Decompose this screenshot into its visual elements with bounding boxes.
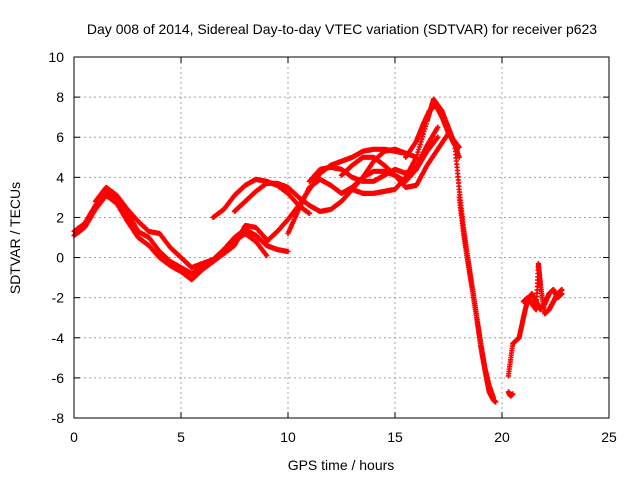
axis-ticks: 0 5 10 15 20 25 -8 -6 -4 -2 0 2 4 6 8 10 (48, 49, 617, 445)
series-arc3 (92, 184, 270, 271)
series-markers (505, 389, 516, 399)
y-tick-label: -4 (52, 330, 65, 346)
data-points (71, 96, 565, 405)
y-axis-label: SDTVAR / TECUs (7, 182, 23, 294)
series-markers (92, 184, 270, 271)
series-arc13 (505, 389, 516, 399)
plot-frame (73, 56, 610, 419)
y-tick-label: 10 (48, 49, 64, 65)
x-tick-label: 25 (601, 429, 617, 445)
y-tick-label: 0 (56, 250, 64, 266)
x-tick-label: 15 (387, 429, 403, 445)
series-arc12 (456, 194, 499, 405)
series-markers (456, 194, 499, 405)
x-tick-label: 20 (494, 429, 510, 445)
series-markers (520, 261, 565, 317)
y-tick-label: -6 (52, 370, 65, 386)
y-tick-label: 8 (56, 89, 64, 105)
y-tick-label: 4 (56, 169, 64, 185)
x-axis-label: GPS time / hours (288, 457, 395, 473)
x-tick-label: 10 (280, 429, 296, 445)
x-tick-label: 0 (70, 429, 78, 445)
series-arc9 (338, 130, 462, 190)
y-tick-label: 6 (56, 129, 64, 145)
y-tick-label: 2 (56, 209, 64, 225)
y-tick-label: -8 (52, 410, 65, 426)
x-tick-label: 5 (177, 429, 185, 445)
series-markers (338, 130, 462, 190)
series-arc15 (520, 261, 565, 317)
chart-title: Day 008 of 2014, Sidereal Day-to-day VTE… (87, 21, 597, 37)
y-tick-label: -2 (52, 290, 65, 306)
